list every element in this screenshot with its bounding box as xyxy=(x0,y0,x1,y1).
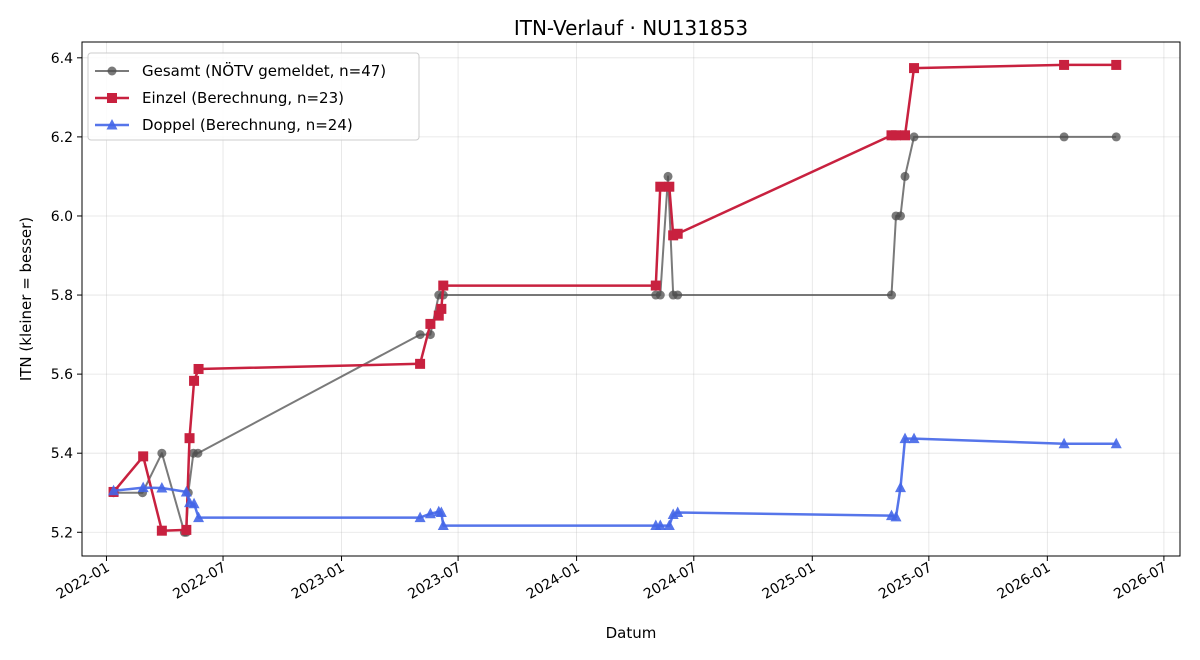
data-point xyxy=(672,228,683,239)
data-point xyxy=(1110,437,1122,449)
data-point xyxy=(663,171,673,181)
legend-marker xyxy=(106,119,118,130)
data-point xyxy=(891,130,902,141)
y-tick-label: 6.4 xyxy=(51,51,73,67)
legend-marker xyxy=(107,93,117,103)
data-point xyxy=(1059,59,1070,70)
data-point xyxy=(673,290,683,300)
data-point xyxy=(424,507,436,519)
legend: Gesamt (NÖTV gemeldet, n=47) Einzel (Bere… xyxy=(87,52,420,141)
data-point xyxy=(908,432,920,444)
y-tick-label: 5.2 xyxy=(51,525,73,541)
x-tick-label: 2025-07 xyxy=(876,560,935,603)
y-tick-label: 5.8 xyxy=(51,288,73,304)
y-axis-label: ITN (kleiner = besser) xyxy=(17,217,35,381)
data-point xyxy=(654,519,666,531)
series-2 xyxy=(108,432,1122,531)
data-point xyxy=(890,510,902,522)
legend-label: Gesamt (NÖTV gemeldet, n=47) xyxy=(142,61,386,80)
data-point xyxy=(650,280,661,291)
data-point xyxy=(180,485,192,497)
chart-title: ITN-Verlauf · NU131853 xyxy=(514,16,748,40)
data-point xyxy=(886,290,896,300)
x-tick-label: 2026-01 xyxy=(995,560,1054,603)
data-point xyxy=(1059,132,1069,142)
plot-frame xyxy=(81,41,1181,557)
data-point xyxy=(655,290,665,300)
y-tick-label: 5.6 xyxy=(51,367,73,383)
x-tick-label: 2026-07 xyxy=(1111,560,1170,603)
data-point xyxy=(156,481,168,493)
data-point xyxy=(138,451,149,462)
series-layer xyxy=(108,59,1122,537)
x-tick-label: 2024-01 xyxy=(524,560,583,603)
data-point xyxy=(181,524,192,535)
data-point xyxy=(909,132,919,142)
legend-label: Doppel (Berechnung, n=24) xyxy=(142,116,353,134)
data-point xyxy=(655,181,666,192)
data-point xyxy=(193,448,203,458)
x-tick-label: 2025-01 xyxy=(760,560,819,603)
y-tick-label: 6.2 xyxy=(51,130,73,146)
data-point xyxy=(414,511,426,523)
data-point xyxy=(435,506,447,518)
data-point xyxy=(663,519,675,531)
legend-marker xyxy=(107,66,117,76)
series-1 xyxy=(108,59,1122,536)
data-point xyxy=(156,525,167,536)
data-point xyxy=(157,448,167,458)
series-line xyxy=(113,437,1117,527)
legend-box xyxy=(87,52,420,141)
data-point xyxy=(1111,132,1121,142)
data-point xyxy=(425,318,436,329)
data-point xyxy=(899,432,911,444)
data-point xyxy=(664,181,675,192)
data-point xyxy=(438,280,449,291)
series-0 xyxy=(109,132,1121,537)
y-tick-label: 5.4 xyxy=(51,446,73,462)
series-line xyxy=(113,135,1117,534)
data-point xyxy=(1111,59,1122,70)
data-point xyxy=(415,330,425,340)
data-point xyxy=(895,481,907,493)
data-point xyxy=(415,358,426,369)
data-point xyxy=(184,433,195,444)
data-point xyxy=(188,497,200,509)
y-tick-label: 6.0 xyxy=(51,209,73,225)
x-axis-ticks: 2022-01 2022-07 2023-01 2023-07 2024-01 2024-… xyxy=(54,556,1170,603)
data-point xyxy=(137,481,149,493)
data-point xyxy=(436,303,447,314)
data-point xyxy=(900,171,910,181)
x-tick-label: 2022-01 xyxy=(54,560,113,603)
x-axis-label: Datum xyxy=(606,624,657,642)
data-point xyxy=(1058,437,1070,449)
data-point xyxy=(672,506,684,518)
data-point xyxy=(437,519,449,531)
x-tick-label: 2023-01 xyxy=(289,560,348,603)
data-point xyxy=(108,484,120,496)
x-tick-label: 2023-07 xyxy=(405,560,464,603)
legend-label: Einzel (Berechnung, n=23) xyxy=(142,89,344,107)
data-point xyxy=(189,375,200,386)
data-point xyxy=(193,363,204,374)
data-point xyxy=(909,63,920,74)
y-axis-ticks: 5.2 5.4 5.6 5.8 6.0 6.2 6.4 xyxy=(51,51,82,541)
data-point xyxy=(900,130,911,141)
data-point xyxy=(896,211,906,221)
x-tick-label: 2024-07 xyxy=(641,560,700,603)
data-point xyxy=(193,511,205,523)
x-tick-label: 2022-07 xyxy=(170,560,229,603)
data-point xyxy=(433,310,444,321)
